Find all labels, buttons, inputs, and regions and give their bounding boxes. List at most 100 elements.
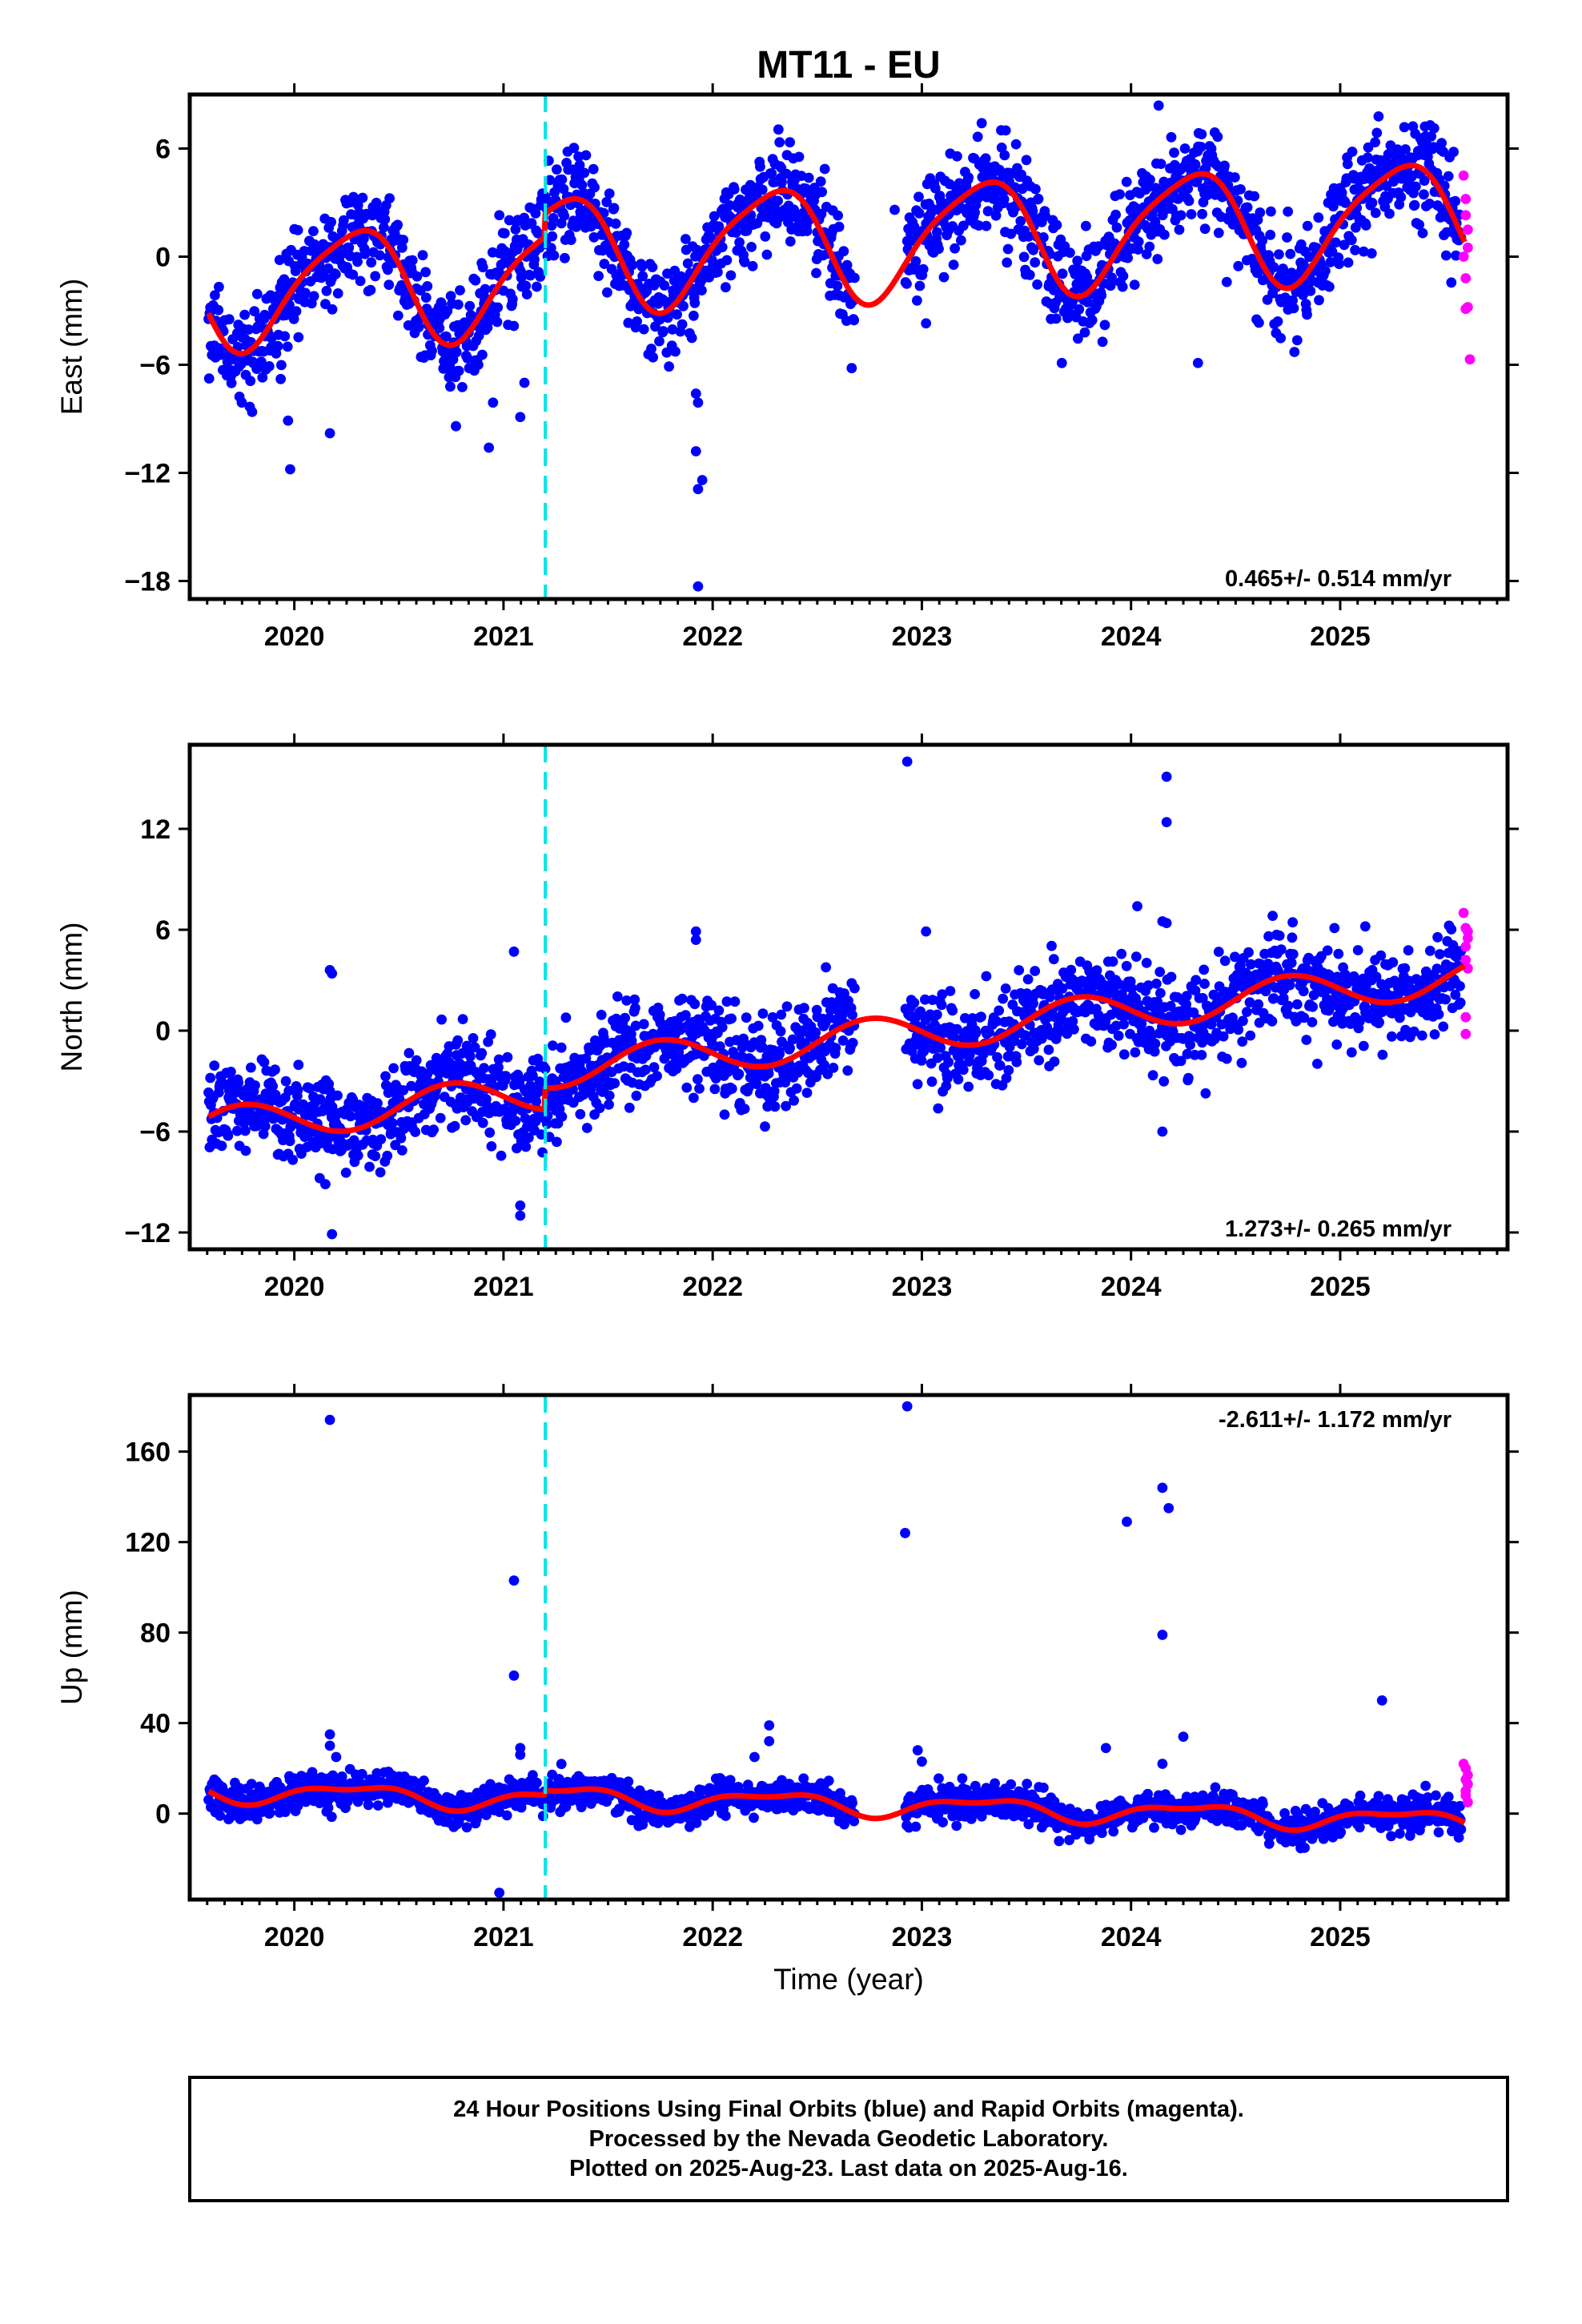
east-final-point [1302, 309, 1312, 320]
east-outlier-point [515, 412, 526, 423]
north-outlier-point [1161, 771, 1172, 782]
north-final-point [1057, 983, 1068, 994]
east-final-point [950, 243, 960, 254]
east-final-point [990, 210, 1002, 221]
east-final-point [532, 281, 542, 292]
north-final-point [540, 1063, 551, 1075]
east-final-point [705, 232, 717, 243]
east-final-point [1122, 252, 1133, 263]
up-final-point [556, 1759, 567, 1770]
north-final-point [1191, 975, 1202, 986]
east-outlier-point [1283, 206, 1294, 217]
east-rapid-point [1462, 242, 1473, 253]
east-final-point [1106, 275, 1118, 287]
north-final-point [1307, 1001, 1318, 1012]
north-final-point [1307, 1017, 1318, 1027]
north-outlier-point [760, 1121, 770, 1132]
east-final-point [1373, 111, 1384, 122]
north-final-point [1113, 1031, 1124, 1041]
east-final-point [1409, 199, 1420, 211]
north-final-point [293, 1059, 304, 1071]
east-final-point [1275, 332, 1286, 344]
east-final-point [507, 294, 518, 304]
east-final-point [730, 227, 741, 238]
east-final-point [838, 246, 849, 257]
north-final-point [1375, 950, 1387, 961]
north-final-point [1118, 1049, 1130, 1060]
east-final-point [213, 304, 224, 316]
north-final-point [719, 1109, 730, 1120]
east-final-point [646, 344, 656, 354]
north-final-point [340, 1168, 351, 1178]
north-final-point [604, 1090, 615, 1101]
east-final-point [259, 309, 270, 320]
north-final-point [630, 1020, 641, 1031]
east-final-point [689, 310, 699, 321]
east-final-point [980, 153, 991, 164]
east-final-point [1038, 232, 1049, 243]
north-final-point [209, 1060, 220, 1071]
north-final-point [1286, 957, 1297, 968]
east-final-point [636, 261, 648, 272]
east-final-point [499, 228, 510, 239]
north-final-point [631, 1090, 642, 1101]
east-final-point [1399, 122, 1410, 133]
north-final-point [1181, 999, 1191, 1010]
east-final-point [308, 226, 319, 236]
north-final-point [1450, 989, 1461, 1000]
east-final-point [846, 363, 857, 374]
north-final-point [776, 1009, 787, 1020]
north-final-point [320, 1179, 331, 1190]
north-final-point [967, 1013, 978, 1023]
north-final-point [741, 1012, 752, 1023]
east-final-point [422, 281, 433, 292]
east-final-point [1015, 215, 1026, 227]
east-final-point [1395, 191, 1407, 203]
x-tick-label: 2025 [1310, 621, 1371, 652]
east-final-point [627, 259, 638, 271]
east-final-point [1050, 313, 1062, 324]
x-tick-label: 2023 [892, 621, 953, 652]
east-outlier-point [283, 415, 294, 426]
east-final-point [338, 215, 349, 226]
east-final-point [477, 349, 488, 360]
north-final-point [267, 1080, 278, 1092]
east-final-point [1289, 347, 1300, 357]
east-final-point [407, 255, 418, 266]
north-final-point [1213, 947, 1224, 957]
east-final-point [1010, 139, 1022, 150]
east-final-point [789, 204, 799, 215]
north-final-point [1312, 1059, 1323, 1069]
east-y-axis-label: East (mm) [55, 279, 88, 416]
north-final-point [1011, 1056, 1022, 1068]
north-final-point [1046, 940, 1057, 951]
north-final-point [486, 1141, 497, 1152]
north-final-point [1432, 931, 1443, 943]
east-final-point [815, 176, 826, 187]
east-final-point [602, 287, 612, 298]
east-final-point [913, 207, 925, 219]
east-final-point [1360, 220, 1371, 231]
north-final-point [457, 1014, 468, 1024]
north-final-point [1183, 1072, 1194, 1084]
east-final-point [982, 206, 994, 217]
east-final-point [1384, 208, 1395, 219]
north-x-axis: 2020 2021 2022 2023 2024 2025 [206, 734, 1499, 1302]
north-final-point [849, 983, 860, 994]
north-final-point [436, 1014, 447, 1025]
north-final-point [581, 1123, 592, 1133]
east-final-point [912, 295, 922, 306]
east-final-point [1450, 195, 1461, 207]
east-final-point [621, 227, 632, 239]
east-final-point [654, 336, 665, 347]
east-final-point [593, 271, 604, 281]
north-final-point [942, 1073, 953, 1084]
north-final-point [233, 1077, 244, 1088]
north-final-point [594, 1103, 605, 1113]
y-tick-label: −6 [139, 351, 171, 381]
north-final-point [781, 1001, 793, 1012]
east-final-point [721, 282, 731, 293]
north-final-point [205, 1072, 216, 1084]
east-final-point [492, 302, 504, 313]
